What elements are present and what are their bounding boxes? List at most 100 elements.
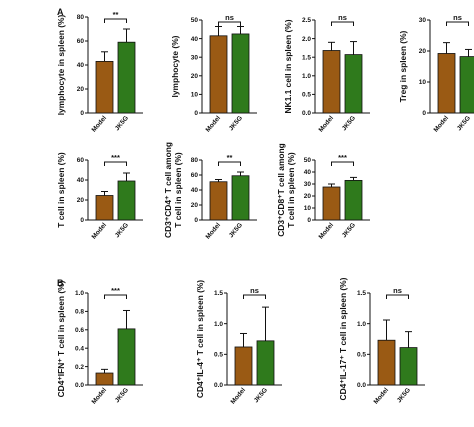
chart-1: 0 20 40 60 80 lymphocyte in spleen (%) Model JK… — [56, 10, 143, 134]
bar-model — [95, 372, 114, 386]
y-tick-label: 10 — [304, 205, 312, 212]
y-tick-label: 0.5 — [357, 352, 366, 359]
y-tick-label: 60 — [77, 38, 85, 45]
category-label: Model — [205, 222, 223, 241]
y-tick-label: 20 — [191, 202, 199, 209]
y-tick-label: 40 — [77, 62, 85, 69]
significance-label: ns — [453, 13, 462, 22]
significance-bracket — [104, 18, 127, 23]
category-label: Model — [91, 222, 109, 241]
category-label: JK5G — [396, 387, 412, 405]
category-label: Model — [433, 115, 451, 134]
y-tick-label: 20 — [419, 48, 427, 55]
y-tick-label: 0.2 — [75, 364, 84, 371]
bar-jk5g — [344, 54, 363, 114]
y-tick-label: 0 — [194, 217, 198, 224]
bar-model — [322, 50, 341, 114]
category-label: Model — [205, 115, 223, 134]
y-axis-label: T cell in spleen (%) — [173, 152, 183, 228]
significance-bracket — [104, 294, 127, 299]
y-axis-label: lymphocyte in spleen (%) — [56, 15, 66, 116]
significance-label: ** — [227, 153, 233, 162]
y-tick-label: 80 — [77, 14, 85, 21]
y-tick-label: 30 — [191, 54, 199, 61]
bar-jk5g — [231, 33, 250, 114]
y-tick-label: 40 — [77, 177, 85, 184]
y-tick-label: 20 — [304, 193, 312, 200]
y-tick-label: 20 — [77, 197, 85, 204]
y-tick-label: 1.5 — [214, 290, 223, 297]
y-axis-label: CD3⁺CD8⁺T cell among — [276, 143, 286, 237]
y-tick-label: 0.0 — [214, 382, 223, 389]
y-tick-label: 20 — [77, 86, 85, 93]
significance-bracket — [218, 161, 241, 166]
bar-model — [209, 181, 228, 221]
significance-label: ns — [393, 286, 402, 295]
significance-label: ** — [113, 10, 119, 19]
y-axis-label: CD4⁺IL-4⁺ T cell in spleen (%) — [195, 280, 205, 398]
category-label: JK5G — [341, 222, 357, 240]
y-tick-label: 0.4 — [75, 345, 84, 352]
y-tick-label: 0.0 — [75, 382, 84, 389]
y-tick-label: 0 — [194, 110, 198, 117]
bar-jk5g — [231, 175, 250, 221]
y-tick-label: 10 — [419, 79, 427, 86]
y-tick-label: 1.5 — [302, 54, 311, 61]
y-tick-label: 0.5 — [302, 92, 311, 99]
y-tick-label: 0.8 — [75, 309, 84, 316]
plots-container: 0 20 40 60 80 lymphocyte in spleen (%) Model JK… — [56, 10, 474, 406]
bar-model — [209, 35, 228, 114]
y-tick-label: 0 — [80, 217, 84, 224]
y-tick-label: 60 — [191, 172, 199, 179]
y-axis-label: CD4⁺IFN⁺ T cell in spleen (%) — [56, 280, 66, 397]
bar-model — [234, 346, 253, 386]
category-label: Model — [91, 387, 109, 406]
category-label: JK5G — [228, 222, 244, 240]
y-tick-label: 2.0 — [302, 36, 311, 43]
bar-model — [322, 186, 341, 221]
significance-bracket — [218, 21, 241, 26]
y-axis-label: NK1.1 cell in spleen (%) — [283, 19, 293, 113]
bar-jk5g — [399, 347, 418, 386]
chart-7: 0 10 20 30 40 50 CD3⁺CD8⁺T cell among T cell in… — [276, 143, 370, 241]
chart-9: 0.0 0.5 1.0 1.5 CD4⁺IL-4⁺ T cell in spleen (… — [195, 280, 282, 406]
chart-8: 0.0 0.2 0.4 0.6 0.8 1.0 CD4⁺IFN⁺ T cell in spl… — [56, 280, 143, 406]
bar-jk5g — [344, 179, 363, 221]
significance-bracket — [386, 294, 409, 299]
y-tick-label: 80 — [191, 157, 199, 164]
significance-label: *** — [338, 153, 347, 162]
chart-2: 0 10 20 30 40 50 lymphocyte (%) Model JK5G ns — [170, 13, 257, 134]
y-tick-label: 0.6 — [75, 327, 84, 334]
y-tick-label: 0 — [307, 217, 311, 224]
significance-label: ns — [250, 286, 259, 295]
significance-label: ns — [338, 13, 347, 22]
bar-model — [95, 195, 114, 221]
significance-bracket — [446, 21, 469, 26]
significance-bracket — [331, 21, 354, 26]
y-tick-label: 30 — [304, 181, 312, 188]
y-tick-label: 40 — [304, 169, 312, 176]
bar-model — [437, 53, 456, 114]
chart-6: 0 20 40 60 80 CD3⁺CD4⁺ T cell among T cell in … — [163, 142, 257, 241]
significance-bracket — [243, 294, 266, 299]
category-label: Model — [318, 115, 336, 134]
bar-model — [377, 339, 396, 386]
chart-10: 0.0 0.5 1.0 1.5 CD4⁺IL-17⁺ T cell in spleen … — [338, 277, 425, 406]
y-tick-label: 10 — [191, 92, 199, 99]
significance-bracket — [331, 161, 354, 166]
category-label: Model — [91, 115, 109, 134]
significance-bracket — [104, 161, 127, 166]
panel-label-b: B — [57, 278, 64, 288]
y-axis-label: Treg in spleen (%) — [398, 30, 408, 102]
y-tick-label: 50 — [304, 157, 312, 164]
category-label: JK5G — [114, 222, 130, 240]
chart-3: 0.0 0.5 1.0 1.5 2.0 2.5 NK1.1 cell in spleen (… — [283, 13, 370, 134]
y-tick-label: 0 — [422, 110, 426, 117]
significance-label: *** — [111, 153, 120, 162]
y-axis-label: CD4⁺IL-17⁺ T cell in spleen (%) — [338, 277, 348, 400]
y-tick-label: 1.0 — [75, 290, 84, 297]
category-label: Model — [318, 222, 336, 241]
category-label: JK5G — [253, 387, 269, 405]
y-tick-label: 1.0 — [214, 321, 223, 328]
